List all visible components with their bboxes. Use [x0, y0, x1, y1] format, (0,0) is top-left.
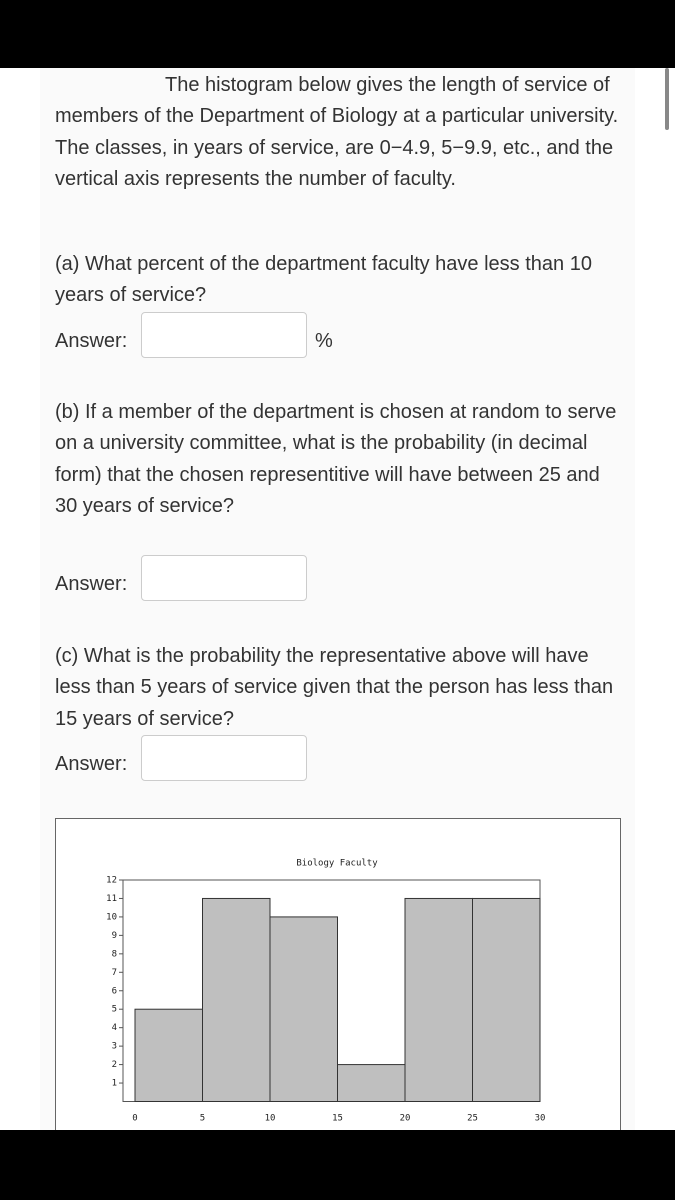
bar: [472, 897, 541, 1103]
y-tick-label: 11: [106, 894, 117, 904]
y-tick-label: 10: [106, 912, 117, 922]
answer-label: Answer:: [55, 330, 128, 352]
bar: [404, 897, 473, 1103]
answer-input[interactable]: [141, 735, 307, 781]
y-tick-label: 4: [112, 1023, 117, 1033]
question-text: (a) What percent of the department facul…: [55, 253, 592, 307]
question-text: (c) What is the probability the represen…: [55, 645, 614, 730]
x-tick-label: 20: [400, 1114, 411, 1124]
x-tick-label: 15: [332, 1114, 343, 1124]
answer-unit: %: [315, 330, 333, 352]
answer-input[interactable]: [141, 312, 307, 358]
bar: [134, 1008, 203, 1102]
y-tick-label: 8: [112, 949, 117, 959]
y-tick-label: 6: [112, 986, 117, 996]
answer-label: Answer:: [55, 753, 128, 775]
bar: [337, 1064, 406, 1102]
bar: [202, 897, 271, 1103]
bottom-bar: [0, 1130, 675, 1200]
y-tick-label: 7: [112, 968, 117, 978]
x-tick-label: 30: [535, 1114, 546, 1124]
x-tick-label: 10: [265, 1114, 276, 1124]
y-tick-label: 12: [106, 876, 117, 886]
answer-label: Answer:: [55, 573, 128, 595]
y-tick-label: 5: [112, 1005, 117, 1015]
y-tick-label: 2: [112, 1060, 117, 1070]
y-tick-label: 9: [112, 931, 117, 941]
y-tick-label: 1: [112, 1079, 117, 1089]
x-tick-label: 25: [467, 1114, 478, 1124]
y-tick-label: 3: [112, 1042, 117, 1052]
answer-input[interactable]: [141, 555, 307, 601]
scrollbar: [665, 68, 669, 130]
status-bar: [0, 0, 675, 68]
x-tick-label: 0: [132, 1114, 137, 1124]
question-text: (b) If a member of the department is cho…: [55, 401, 617, 517]
chart-title: Biology Faculty: [296, 859, 378, 869]
bar: [269, 916, 338, 1102]
intro-text: The histogram below gives the length of …: [55, 74, 619, 190]
x-tick-label: 5: [200, 1114, 205, 1124]
